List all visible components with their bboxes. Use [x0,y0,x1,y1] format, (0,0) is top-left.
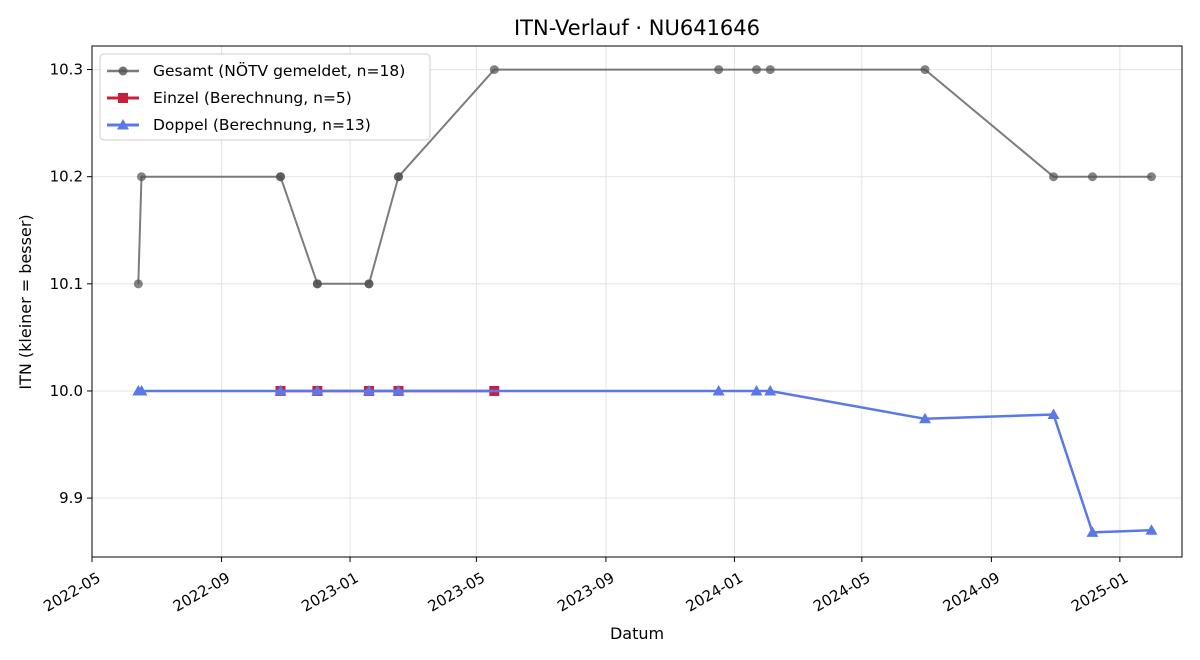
legend: Gesamt (NÖTV gemeldet, n=18) Einzel (Bere… [99,53,431,141]
data-point-gesamt [1146,172,1156,182]
data-point-doppel [750,384,763,396]
legend-marker-doppel [117,119,129,130]
x-tick-label: 2023-05 [425,569,488,616]
x-tick-label: 2023-09 [554,569,617,616]
data-point-gesamt [364,279,374,289]
plot-area [132,65,1158,537]
data-point-gesamt [393,172,403,182]
x-tick-label: 2024-09 [940,569,1003,616]
data-point-doppel [362,384,375,396]
y-tick-label: 10.2 [50,168,83,186]
legend-label-einzel: Einzel (Berechnung, n=5) [153,89,352,107]
plot-frame [91,45,1183,558]
data-point-doppel [274,384,287,396]
series-doppel [132,384,1158,537]
series-line-gesamt [137,68,1152,285]
data-point-doppel [1047,408,1060,420]
data-point-doppel [1086,526,1099,537]
y-tick-label: 10.1 [50,275,83,293]
x-tick-label: 2022-09 [170,569,233,616]
data-point-doppel [311,384,324,396]
y-tick-label: 10.0 [50,382,83,400]
data-point-gesamt [489,65,499,75]
data-point-doppel [392,384,405,396]
data-point-doppel [135,384,148,396]
x-tick-label: 2025-01 [1068,569,1131,616]
legend-marker-einzel [118,93,128,103]
data-point-gesamt [714,65,724,75]
legend-label-gesamt: Gesamt (NÖTV gemeldet, n=18) [153,61,405,80]
x-tick-label: 2023-01 [298,569,361,616]
data-point-doppel [1145,524,1158,535]
data-point-gesamt [1049,172,1059,182]
data-point-gesamt [276,172,286,182]
y-axis-title: ITN (kleiner = besser) [16,214,35,389]
data-point-gesamt [136,172,146,182]
x-tick-label: 2024-01 [683,569,746,616]
series-gesamt [133,65,1156,289]
legend-label-doppel: Doppel (Berechnung, n=13) [153,116,371,134]
data-point-gesamt [752,65,762,75]
x-tick-label: 2022-05 [40,569,103,616]
data-point-gesamt [133,279,143,289]
x-axis-title: Datum [610,624,664,643]
chart-title: ITN-Verlauf · NU641646 [514,16,760,40]
data-point-doppel [712,384,725,396]
data-point-gesamt [1087,172,1097,182]
data-point-doppel [919,412,932,424]
series-line-doppel [138,389,1152,534]
x-tick-label: 2024-05 [810,569,873,616]
data-point-gesamt [920,65,930,75]
legend-marker-gesamt [118,66,128,76]
y-tick-label: 10.3 [50,61,83,79]
data-point-gesamt [312,279,322,289]
axes: 2022-05 2022-09 2023-01 2023-05 2023-09 2024-… [40,61,1131,616]
y-tick-label: 9.9 [59,489,83,507]
legend-box [99,53,431,141]
data-point-doppel [764,384,777,396]
data-point-gesamt [765,65,775,75]
